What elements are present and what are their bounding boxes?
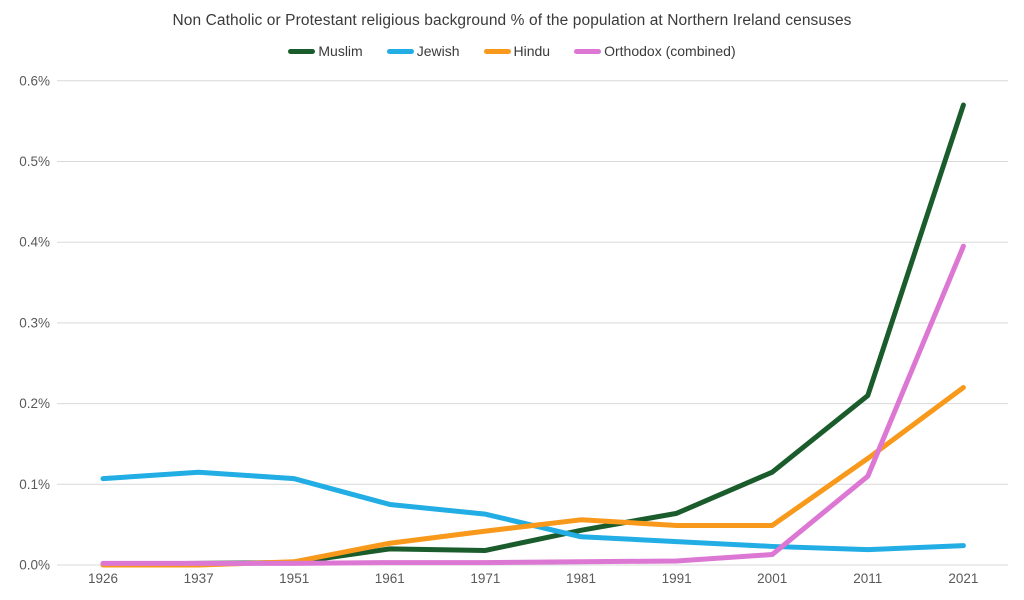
x-axis-label: 2021: [948, 571, 978, 586]
legend-item-muslim: Muslim: [288, 43, 363, 59]
series-line-muslim: [100, 102, 966, 567]
x-axis-label: 1961: [375, 571, 405, 586]
x-axis-label: 2011: [853, 571, 882, 586]
y-axis-label: 0.2%: [19, 396, 50, 411]
y-axis-label: 0.6%: [19, 73, 50, 88]
legend-item-hindu: Hindu: [483, 43, 551, 59]
y-axis-label: 0.1%: [19, 477, 50, 492]
series-line-orthodox-combined: [100, 243, 966, 566]
y-axis-label: 0.3%: [19, 315, 50, 330]
legend-swatch-icon: [483, 48, 511, 54]
legend-label: Hindu: [513, 43, 551, 59]
x-axis-label: 1937: [184, 571, 214, 586]
chart-title: Non Catholic or Protestant religious bac…: [172, 12, 852, 29]
legend-label: Jewish: [416, 43, 460, 59]
x-axis-label: 1971: [470, 571, 500, 586]
legend-swatch-icon: [574, 48, 602, 54]
legend-swatch-icon: [386, 48, 414, 54]
x-axis-label: 1981: [566, 571, 596, 586]
x-axis-label: 2001: [757, 571, 787, 586]
x-axis-label: 1991: [662, 571, 692, 586]
x-axis-label: 1926: [88, 571, 118, 586]
y-axis-label: 0.4%: [19, 235, 50, 250]
legend-item-jewish: Jewish: [386, 43, 460, 59]
legend-item-orthodox-combined: Orthodox (combined): [574, 43, 736, 59]
legend-label: Muslim: [318, 43, 363, 59]
x-axis-label: 1951: [279, 571, 309, 586]
y-axis-label: 0.5%: [19, 154, 50, 169]
legend-label: Orthodox (combined): [604, 43, 736, 59]
legend-swatch-icon: [288, 48, 316, 54]
chart-legend: Muslim Jewish Hindu Orthodox (combined): [0, 43, 1024, 59]
y-axis-label: 0.0%: [19, 558, 50, 573]
